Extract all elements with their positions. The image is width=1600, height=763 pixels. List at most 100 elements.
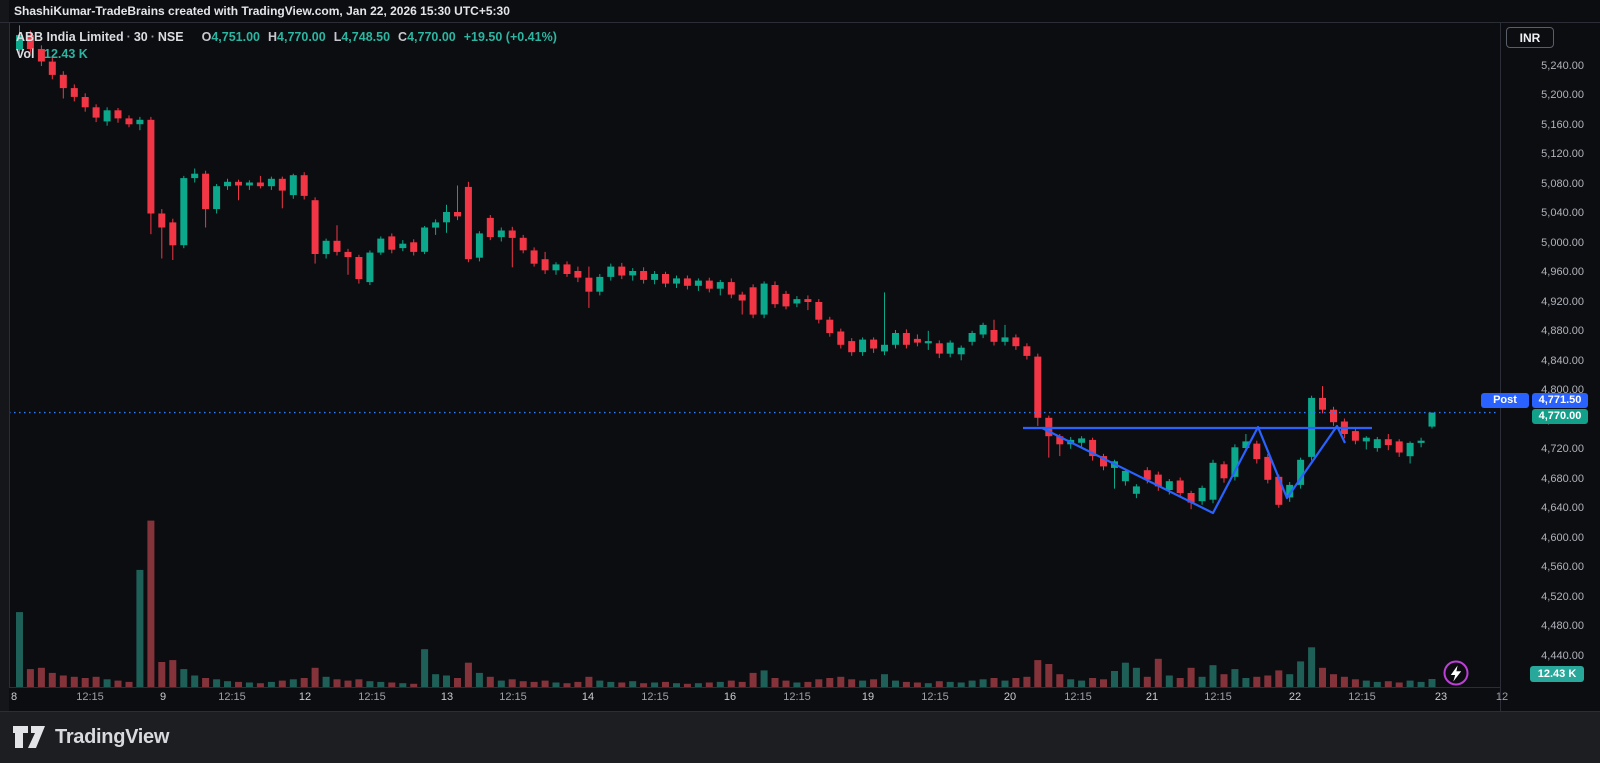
volume-bar: [1417, 681, 1425, 687]
candle-body: [103, 110, 111, 122]
currency-button[interactable]: INR: [1506, 27, 1554, 48]
volume-bar: [804, 681, 812, 687]
volume-bar: [256, 683, 264, 687]
chart-left-margin: [0, 0, 9, 712]
time-scale[interactable]: 8 12:15 9 12:15 12 12:15 13 12:15 14 12:15 16 12:15…: [0, 689, 1508, 709]
candle-body: [355, 257, 363, 280]
exchange-name: NSE: [157, 30, 184, 44]
price-tick-label: 5,240.00: [1541, 59, 1584, 72]
volume-bar: [355, 679, 363, 687]
candle-body: [70, 88, 78, 97]
volume-bar: [410, 683, 418, 687]
volume-bar: [815, 679, 823, 687]
volume-bar: [136, 569, 144, 687]
candle-body: [771, 285, 779, 305]
time-tick-label: 16: [723, 691, 737, 703]
candle-body: [1121, 470, 1129, 482]
volume-bar: [235, 681, 242, 687]
volume-bar: [563, 683, 571, 687]
volume-axis-label: 12.43 K: [1530, 666, 1584, 682]
close-key: C: [398, 30, 408, 44]
time-tick-label: 12:15: [921, 691, 949, 703]
volume-bar: [333, 679, 341, 687]
legend-separator: ·: [150, 30, 155, 44]
volume-bar: [432, 674, 440, 687]
volume-bar: [979, 679, 987, 687]
post-market-badge: Post: [1481, 393, 1529, 408]
time-tick-label: 22: [1288, 691, 1302, 703]
volume-bar: [968, 680, 976, 687]
candle-body: [37, 49, 45, 62]
price-tick-label: 4,480.00: [1541, 620, 1584, 632]
candle-body: [1154, 474, 1162, 487]
time-tick-label: 9: [159, 691, 167, 703]
volume-bar: [1384, 681, 1392, 687]
time-tick-label: 12:15: [499, 691, 527, 703]
candle-body: [946, 342, 954, 354]
volume-bar: [377, 681, 385, 687]
time-tick-label: 12: [298, 691, 312, 703]
overlays-layer: [9, 411, 1497, 515]
volume-bar: [443, 675, 450, 687]
candle-body: [1264, 456, 1272, 480]
symbol-name[interactable]: ABB India Limited: [16, 30, 124, 44]
price-tick-label: 4,520.00: [1541, 590, 1584, 603]
volume-bar: [1253, 676, 1261, 687]
volume-bar: [1308, 647, 1316, 687]
candle-body: [738, 294, 746, 301]
time-tick-label: 14: [581, 691, 595, 703]
candle-body: [1089, 439, 1097, 457]
candle-body: [1275, 476, 1283, 505]
volume-bar: [1198, 676, 1206, 687]
volume-bar: [1286, 674, 1294, 687]
candle-body: [552, 264, 560, 271]
volume-bar: [1132, 667, 1140, 687]
volume-bar: [147, 520, 155, 687]
volume-bar: [1045, 664, 1053, 687]
volume-bar: [1187, 667, 1195, 687]
volume-bar: [640, 683, 648, 687]
tradingview-logo[interactable]: TradingView: [12, 724, 169, 750]
candle-body: [267, 178, 275, 187]
price-tick-label: 5,120.00: [1541, 148, 1584, 160]
volume-bar: [727, 680, 735, 687]
candle-body: [256, 182, 264, 187]
trendline-zigzag[interactable]: [1041, 424, 1346, 515]
candle-body: [1220, 464, 1228, 479]
time-tick-label: 21: [1145, 691, 1159, 703]
candle-body: [662, 274, 669, 284]
volume-bar: [837, 676, 845, 687]
extended-hours-toggle[interactable]: [1441, 658, 1471, 688]
volume-bar: [793, 682, 801, 687]
volume-bar: [662, 681, 669, 687]
volume-bar: [738, 681, 746, 687]
candle-body: [826, 319, 834, 333]
volume-bar: [180, 669, 188, 687]
volume-bar: [1330, 674, 1337, 687]
price-scale[interactable]: 4,440.00 4,480.00 4,520.00 4,560.00 4,600.00…: [1500, 23, 1600, 687]
volume-bar: [749, 672, 757, 687]
volume-bar: [913, 682, 921, 687]
candle-body: [235, 181, 242, 186]
change-value: +19.50 (+0.41%): [463, 30, 557, 44]
candle-body: [596, 276, 604, 292]
volume-bar: [924, 683, 932, 687]
volume-bar: [81, 678, 89, 687]
candle-body: [1231, 447, 1239, 477]
volume-bar: [278, 680, 286, 687]
volume-bar: [1034, 660, 1042, 687]
price-tick-label: 4,640.00: [1541, 502, 1584, 514]
volume-bar: [1275, 670, 1283, 687]
candle-body: [1100, 456, 1107, 467]
volume-bar: [1067, 679, 1075, 687]
candle-body: [300, 175, 308, 196]
candle-body: [815, 302, 823, 320]
close-value: 4,770.00: [407, 30, 456, 44]
candle-body: [1351, 431, 1359, 441]
price-tick-label: 4,920.00: [1541, 295, 1584, 308]
interval-value[interactable]: 30: [133, 30, 148, 44]
volume-bar: [114, 680, 122, 687]
price-tick-label: 4,560.00: [1541, 561, 1584, 573]
